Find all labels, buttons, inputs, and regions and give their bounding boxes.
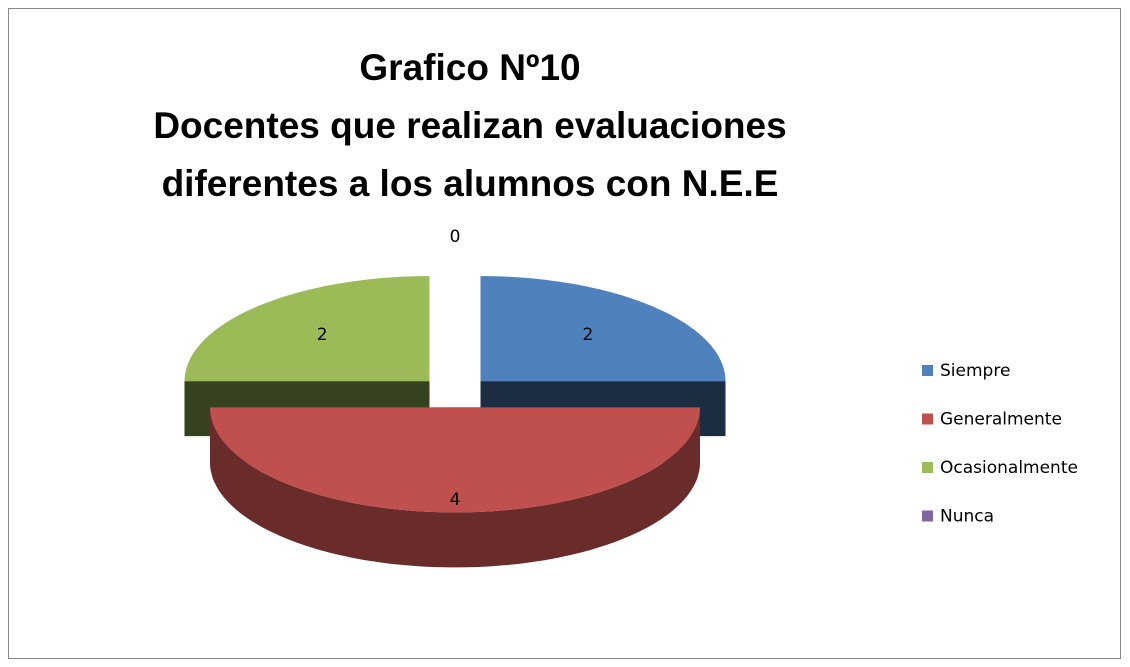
legend-swatch — [922, 462, 933, 473]
legend-swatch — [922, 365, 933, 376]
slice — [210, 407, 700, 513]
chart-title: diferentes a los alumnos con N.E.E — [162, 163, 779, 204]
legend-swatch — [922, 413, 933, 425]
data-label: 4 — [450, 490, 461, 510]
slice — [480, 276, 726, 382]
slice-wall — [210, 407, 700, 568]
chart-title: Grafico Nº10 — [359, 47, 580, 88]
legend-swatch — [922, 510, 933, 522]
slice — [184, 276, 430, 382]
chart-title: Docentes que realizan evaluaciones — [153, 105, 786, 146]
legend-label: Ocasionalmente — [940, 458, 1078, 478]
data-label: 2 — [317, 325, 328, 345]
data-label: 2 — [582, 325, 593, 345]
data-label: 0 — [450, 227, 461, 247]
legend-label: Nunca — [940, 507, 994, 527]
legend-label: Generalmente — [940, 410, 1062, 430]
legend-label: Siempre — [940, 361, 1010, 381]
